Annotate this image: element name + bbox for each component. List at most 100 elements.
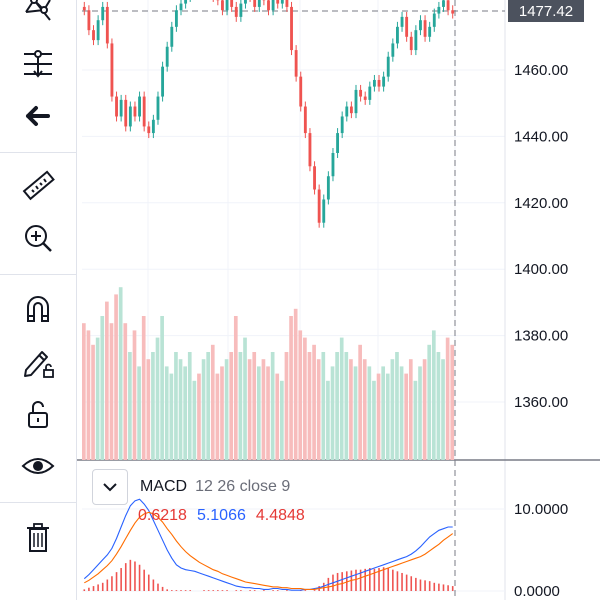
drawing-toolbar [0, 0, 77, 600]
candle-body [382, 76, 386, 87]
volume-bar [422, 359, 427, 460]
ruler-icon [22, 170, 55, 201]
volume-bar [413, 380, 418, 460]
volume-bar [137, 366, 141, 460]
volume-bar [316, 359, 321, 460]
pattern-icon [25, 0, 51, 21]
candle-body [340, 116, 344, 134]
volume-bar [224, 359, 229, 460]
volume-bar [349, 359, 353, 460]
volume-bar [436, 352, 441, 460]
candle-body [400, 16, 404, 27]
candle-body [225, 0, 229, 11]
volume-bar [266, 366, 270, 460]
candle-body [170, 26, 174, 47]
candles [82, 0, 455, 228]
volume-bar [141, 316, 146, 460]
candle-body [432, 13, 436, 27]
delete-tool[interactable] [14, 515, 62, 559]
volume-bar [109, 323, 114, 460]
volume-bar [151, 352, 155, 460]
volume-bar [220, 366, 224, 460]
candle-body [285, 0, 289, 7]
lock-drawing-tool[interactable] [14, 340, 62, 384]
arrow-left-icon [26, 106, 50, 126]
candle-body [96, 20, 100, 41]
volume-bar [169, 373, 174, 460]
candle-body [331, 153, 335, 177]
indicator-name: MACD [140, 478, 188, 495]
candle-body [303, 106, 307, 134]
candle-body [419, 20, 422, 31]
candle-body [124, 99, 128, 127]
volume-bar [252, 352, 257, 460]
macd-line [83, 498, 453, 591]
candle-body [326, 176, 330, 200]
volume-bar [155, 337, 160, 460]
candle-body [110, 43, 114, 97]
volume-bar [201, 359, 206, 460]
pencil-lock-icon [24, 351, 54, 378]
volume-bar [123, 323, 128, 460]
macd-tick-label: 0.0000 [514, 583, 560, 600]
volume-bar [238, 352, 243, 460]
price-tick-label: 1400.00 [514, 261, 568, 278]
zoom-tool[interactable] [14, 216, 62, 260]
candle-body [322, 199, 326, 223]
macd-legend: MACD 12 26 close 9 [92, 469, 290, 505]
fib-tool[interactable] [14, 42, 62, 86]
candle-body [230, 0, 234, 7]
candle-body [354, 89, 358, 114]
magnet-tool[interactable] [14, 287, 62, 331]
candle-body [313, 166, 316, 190]
candle-body [336, 133, 340, 153]
collapse-indicator-button[interactable] [92, 469, 128, 505]
volume-bar [372, 380, 376, 460]
candle-body [428, 26, 432, 37]
macd-values: 0.6218 5.1066 4.4848 [138, 507, 305, 525]
price-tick-label: 1360.00 [514, 394, 568, 411]
toolbar-divider [0, 502, 76, 503]
visibility-tool[interactable] [14, 444, 62, 488]
candle-body [174, 10, 178, 27]
volume-bar [431, 330, 436, 460]
macd-value: 0.6218 [138, 507, 187, 524]
ruler-tool[interactable] [14, 164, 62, 208]
volume-bar [339, 337, 344, 460]
candle-body [414, 30, 418, 51]
candle-body [234, 6, 238, 17]
pattern-tool[interactable] [14, 0, 62, 32]
volume-bar [293, 308, 298, 460]
candle-body [345, 106, 349, 117]
volume-bar [197, 373, 201, 460]
volume-bar [210, 344, 215, 460]
candle-body [299, 76, 303, 107]
candle-body [442, 0, 445, 7]
candle-body [184, 0, 188, 4]
candle-body [128, 106, 132, 127]
candle-body [105, 6, 109, 44]
candle-body [179, 3, 183, 11]
volume-bar [381, 366, 386, 460]
candle-body [92, 30, 95, 41]
volume-bar [284, 352, 289, 460]
lock-tool[interactable] [14, 392, 62, 436]
candle-body [257, 0, 261, 7]
candle-body [294, 50, 298, 77]
volume-bar [441, 359, 445, 460]
volume-bar [335, 352, 339, 460]
candle-body [82, 6, 86, 11]
back-tool[interactable] [14, 94, 62, 138]
macd-pane [83, 498, 454, 591]
volume-bar [450, 344, 455, 460]
volume-bar [289, 316, 293, 460]
trash-icon [27, 523, 49, 552]
volume-bar [174, 352, 178, 460]
candle-body [317, 189, 321, 223]
candle-body [276, 0, 280, 4]
volume-bar [418, 366, 422, 460]
histogram-value: 4.4848 [255, 507, 305, 524]
candle-body [147, 126, 151, 134]
candle-body [377, 79, 381, 87]
